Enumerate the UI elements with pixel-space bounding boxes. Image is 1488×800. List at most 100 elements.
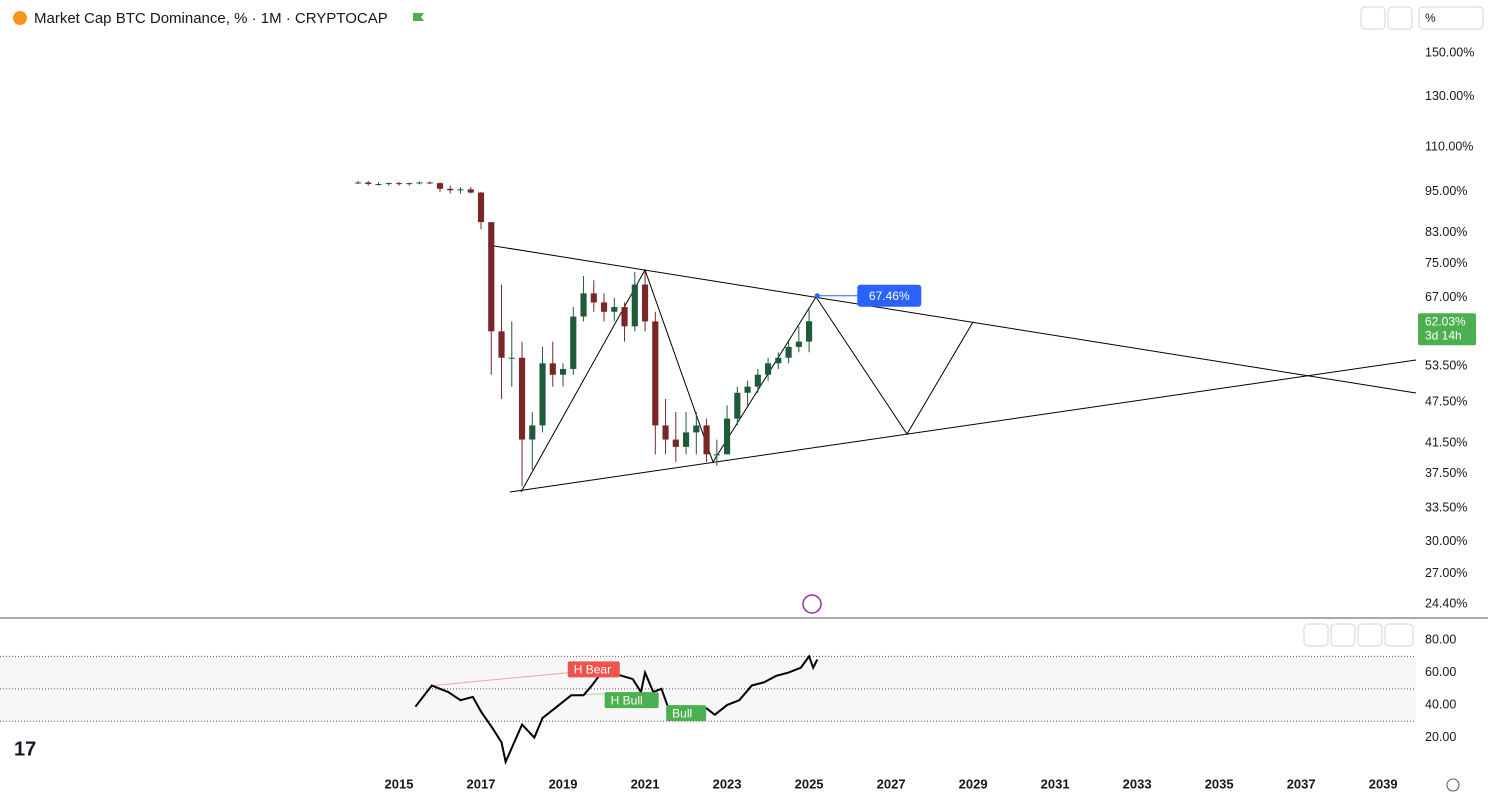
settings-icon[interactable] (1446, 778, 1460, 792)
button[interactable] (1330, 623, 1356, 647)
y-tick-label: 110.00% (1425, 140, 1473, 154)
target-label: 67.46% (869, 289, 910, 303)
y-tick-label: 80.00 (1425, 632, 1456, 646)
y-tick-label: 40.00 (1425, 697, 1456, 711)
candle-body (529, 425, 536, 440)
annotation-label: H Bull (611, 693, 643, 707)
candle-body (662, 425, 669, 440)
candle-body (477, 192, 485, 223)
y-tick-label: 30.00% (1425, 534, 1467, 548)
y-tick-label: 33.50% (1425, 500, 1467, 514)
x-tick-label: 2033 (1123, 776, 1152, 791)
candle-body (734, 392, 741, 419)
x-tick-label: 2039 (1369, 776, 1398, 791)
annotation-box (604, 692, 659, 709)
candle-body (682, 432, 690, 447)
button[interactable] (1384, 623, 1414, 647)
annotation-box (666, 705, 707, 722)
candle-body (611, 307, 618, 312)
candle-body (570, 316, 577, 369)
target-box (857, 284, 922, 307)
y-tick-label: 20.00 (1425, 730, 1456, 744)
candle-body (436, 183, 444, 189)
candle-body (765, 363, 772, 375)
y-tick-label: 95.00% (1425, 184, 1467, 198)
candle-body (703, 425, 710, 455)
candle-body (385, 183, 392, 185)
candle-body (354, 182, 362, 184)
y-tick-label: 27.00% (1425, 566, 1467, 580)
flag-icon (413, 13, 424, 21)
candle-body (754, 374, 761, 387)
candle-body (652, 321, 659, 426)
unit-box[interactable] (1418, 6, 1484, 30)
trendline (509, 359, 1417, 493)
candle-body (406, 183, 413, 185)
y-tick-label: 60.00 (1425, 665, 1456, 679)
x-tick-label: 2025 (795, 776, 824, 791)
candle-body (375, 184, 382, 186)
y-tick-label: 75.00% (1425, 256, 1467, 270)
annotation-label: Bull (672, 706, 692, 720)
price-tag-label: 62.03% (1425, 314, 1466, 328)
rsi-line (414, 654, 819, 766)
button[interactable] (1357, 623, 1383, 647)
candle-body (590, 293, 597, 303)
candle-body (539, 363, 546, 426)
toolbar (1303, 6, 1484, 647)
candle-body (713, 454, 720, 456)
candle-body (559, 368, 567, 375)
candle-body (426, 182, 433, 184)
x-tick-label: 2019 (549, 776, 578, 791)
candle-body (395, 183, 403, 185)
y-tick-label: 130.00% (1425, 89, 1474, 103)
candle-body (365, 182, 372, 185)
candle-body (498, 331, 505, 358)
button[interactable] (1303, 623, 1329, 647)
candle-body (641, 284, 649, 322)
x-tick-label: 2029 (959, 776, 988, 791)
candle-body (693, 425, 700, 433)
logo: 17 (14, 738, 36, 760)
event-icon (802, 594, 822, 614)
chart-title: Market Cap BTC Dominance, % · 1M · CRYPT… (34, 10, 388, 27)
y-tick-label: 67.00% (1425, 290, 1467, 304)
candle-body (795, 341, 802, 347)
x-tick-label: 2031 (1041, 776, 1070, 791)
y-tick-label: 37.50% (1425, 466, 1467, 480)
candle-body (518, 357, 526, 440)
y-tick-label: 47.50% (1425, 395, 1467, 409)
candle-body (631, 284, 638, 327)
x-tick-label: 2015 (385, 776, 414, 791)
candle-body (447, 188, 454, 191)
y-tick-label: 53.50% (1425, 358, 1467, 372)
candle-body (723, 418, 731, 455)
countdown: 3d 14h (1425, 328, 1462, 342)
candle-body (621, 307, 628, 327)
candle-body (744, 386, 751, 393)
unit-label: % (1425, 11, 1436, 25)
x-tick-label: 2037 (1287, 776, 1316, 791)
annotation-label: H Bear (574, 663, 611, 677)
x-tick-label: 2035 (1205, 776, 1234, 791)
x-tick-label: 2021 (631, 776, 660, 791)
candle-body (508, 357, 515, 359)
y-tick-label: 150.00% (1425, 46, 1474, 60)
candle-body (600, 302, 608, 312)
candle-body (549, 363, 556, 375)
x-tick-label: 2023 (713, 776, 742, 791)
button[interactable] (1360, 6, 1386, 30)
candle-body (672, 439, 679, 447)
y-tick-label: 41.50% (1425, 435, 1467, 449)
x-tick-label: 2027 (877, 776, 906, 791)
y-tick-label: 83.00% (1425, 225, 1467, 239)
button[interactable] (1387, 6, 1413, 30)
trendline (487, 244, 1417, 394)
annotation-box (567, 661, 620, 678)
candle-body (580, 293, 587, 317)
candle-body (416, 182, 423, 184)
candle-body (467, 189, 474, 193)
coin-icon (13, 11, 27, 25)
x-tick-label: 2017 (467, 776, 496, 791)
